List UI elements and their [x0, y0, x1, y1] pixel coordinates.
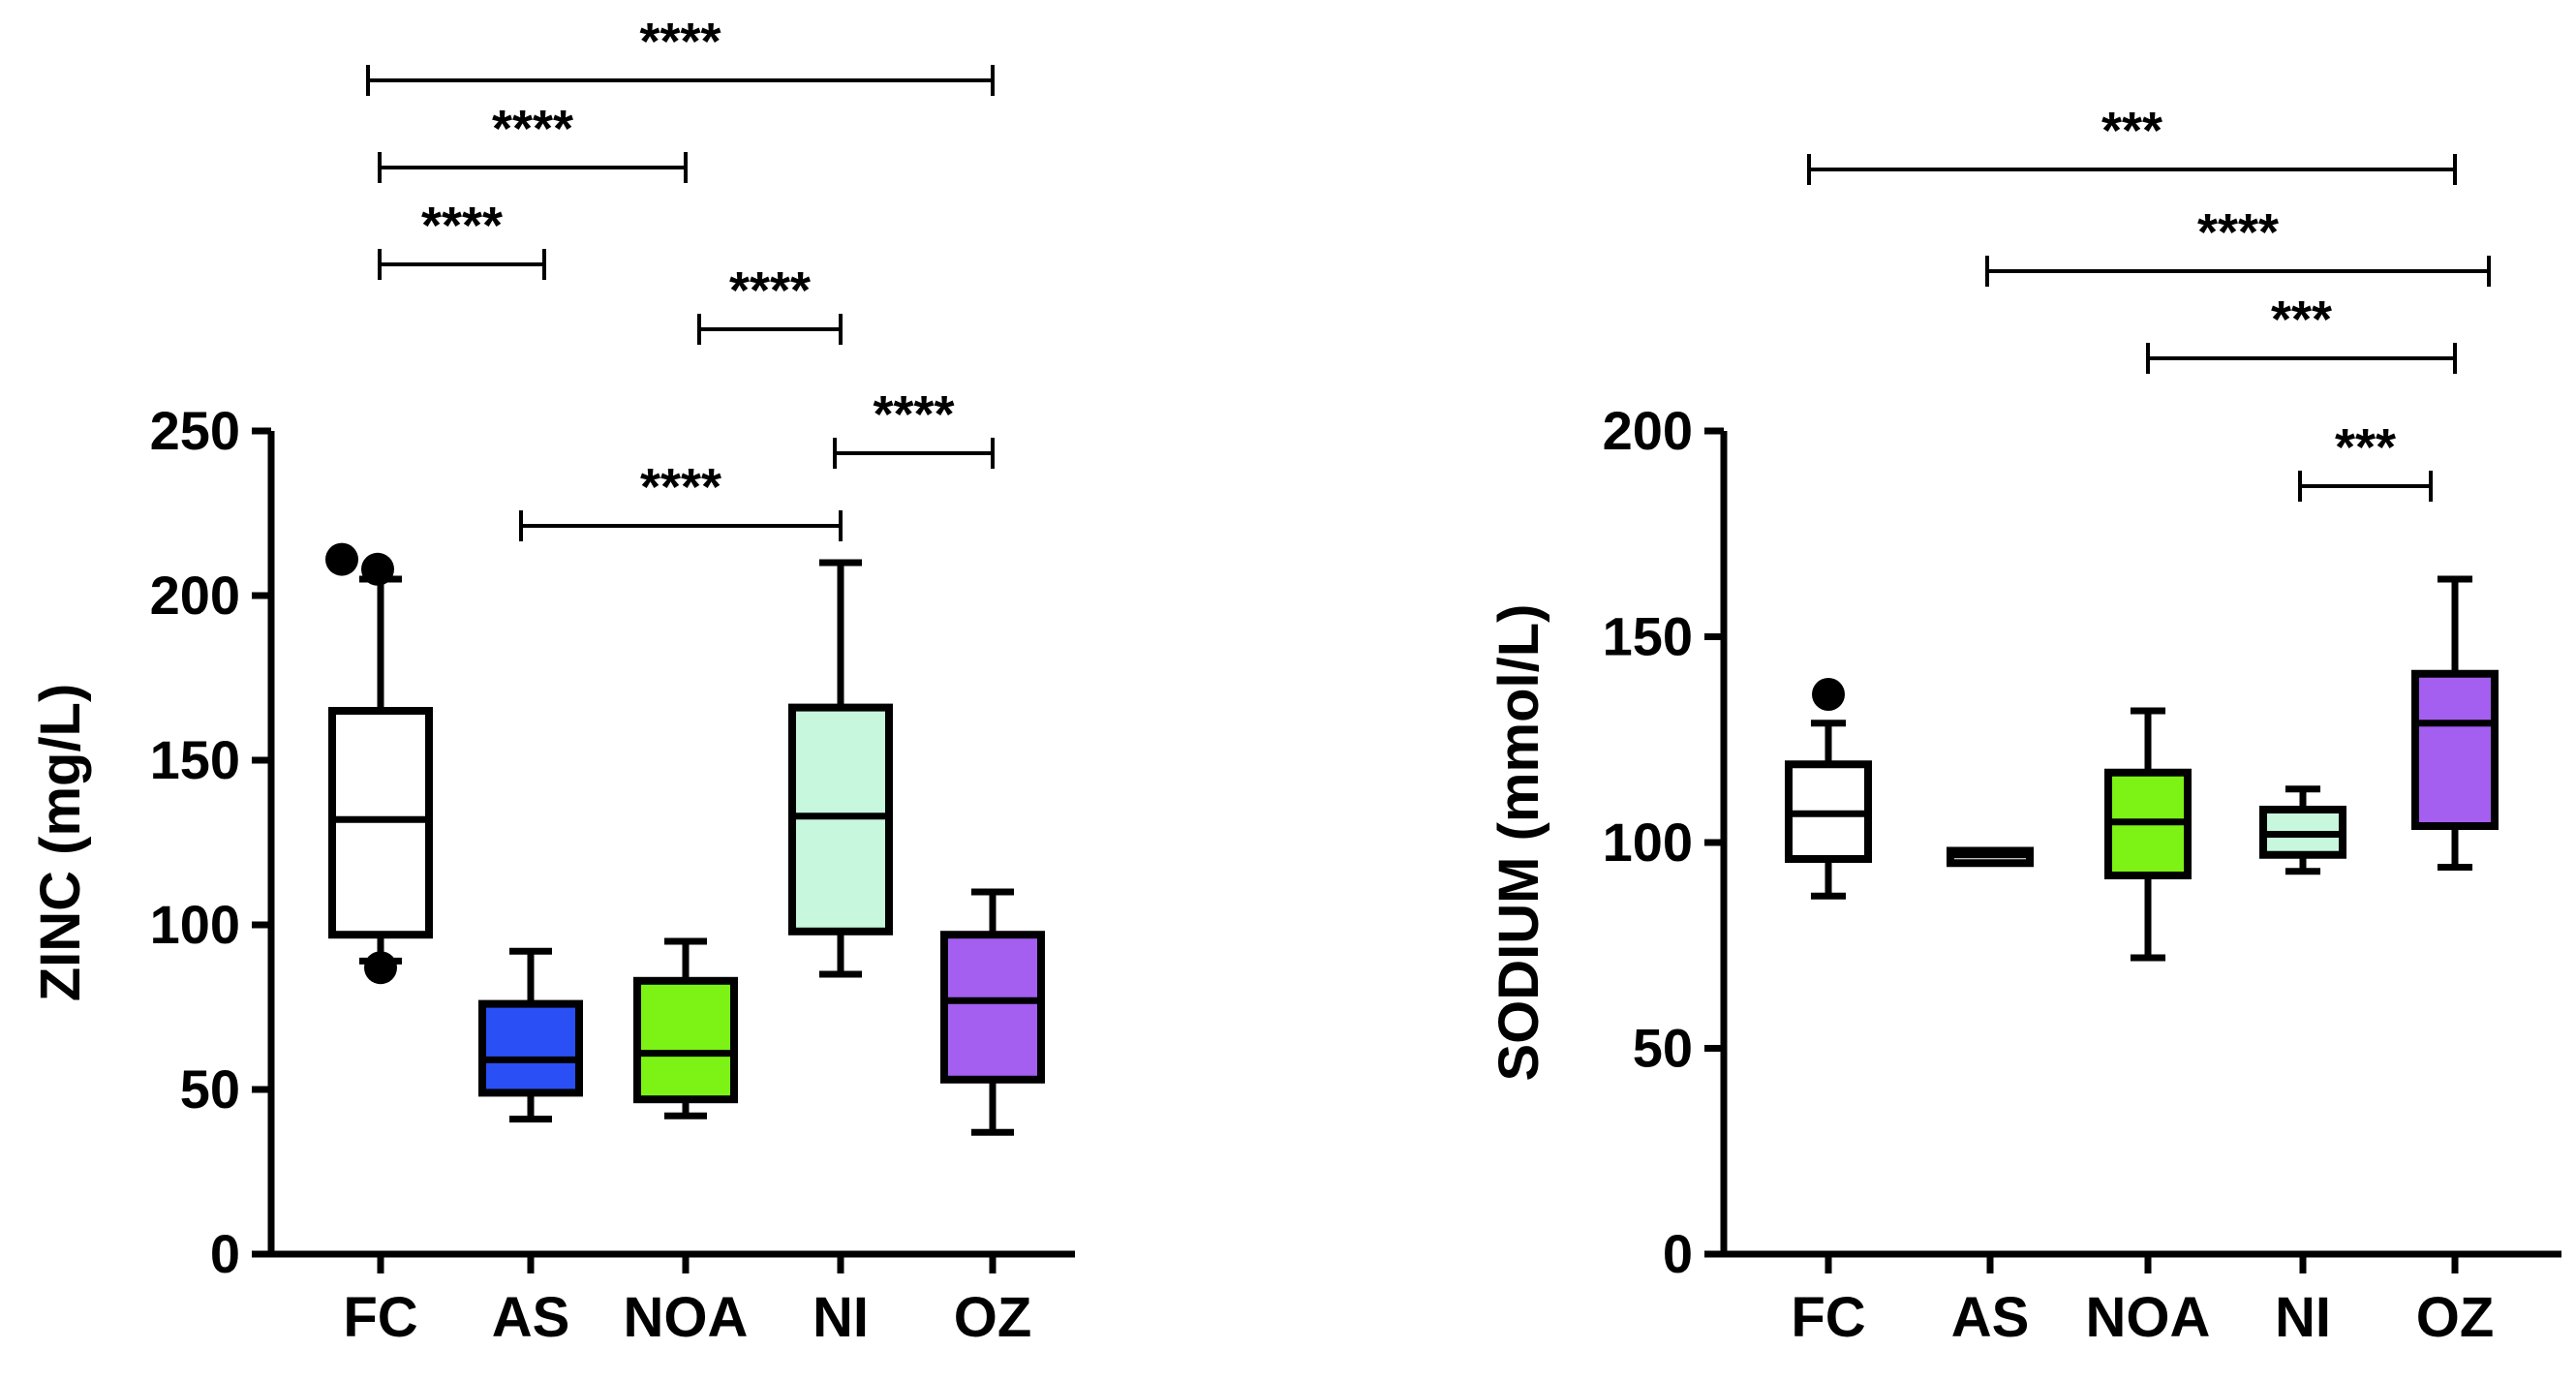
- sig-label: ****: [421, 197, 503, 255]
- sig-bracket: ****: [697, 261, 843, 345]
- x-tick-label: FC: [1791, 1286, 1865, 1349]
- sig-label: ****: [640, 458, 721, 516]
- sig-label: ****: [639, 13, 721, 71]
- outlier-point: [1812, 678, 1845, 711]
- box-NI: [788, 559, 893, 978]
- y-tick-label: 50: [180, 1058, 240, 1119]
- x-tick-label: AS: [492, 1286, 570, 1349]
- box-iqr: [940, 931, 1045, 1084]
- y-tick-label: 250: [150, 400, 240, 461]
- box-iqr: [2411, 669, 2499, 830]
- sig-bracket: ****: [1985, 203, 2491, 287]
- sig-bracket: ****: [519, 458, 843, 541]
- x-tick-label: FC: [343, 1286, 417, 1349]
- x-tick-label: NI: [813, 1286, 869, 1349]
- box-iqr: [633, 976, 738, 1104]
- box-AS: [478, 947, 583, 1123]
- sig-label: ****: [2197, 203, 2279, 261]
- y-tick-label: 100: [150, 894, 240, 955]
- y-tick-label: 0: [1663, 1223, 1693, 1284]
- y-axis-label: ZINC (mg/L): [29, 684, 92, 1002]
- box-OZ: [940, 888, 1045, 1136]
- outlier-point: [325, 542, 358, 576]
- box-NI: [2259, 785, 2346, 875]
- sig-bracket: ****: [378, 100, 688, 183]
- sig-bracket: ****: [366, 13, 995, 96]
- box-AS: [1947, 846, 2034, 868]
- x-tick-label: AS: [1951, 1286, 2030, 1349]
- chart-2: 0 50 100 150 200 SODIUM (mmol/L) FC AS NOA NI OZ **…: [1487, 102, 2561, 1349]
- sig-label: ****: [873, 385, 954, 444]
- sig-bracket: ****: [378, 197, 546, 280]
- y-tick-label: 100: [1603, 812, 1693, 873]
- y-tick-label: 200: [1603, 400, 1693, 461]
- outlier-point: [361, 552, 394, 586]
- sig-bracket: ***: [2298, 418, 2433, 502]
- sig-bracket: ***: [2146, 291, 2457, 374]
- sig-label: ****: [492, 100, 573, 158]
- chart-1: 0 50 100 150 200 250 ZINC (mg/L) FC AS NOA NI OZ ***…: [29, 13, 1075, 1349]
- x-tick-label: NOA: [2086, 1286, 2211, 1349]
- sig-label: ***: [2335, 418, 2396, 476]
- sig-label: ***: [2101, 102, 2162, 160]
- box-FC: [325, 542, 433, 985]
- y-tick-label: 200: [150, 565, 240, 626]
- y-tick-label: 150: [1603, 606, 1693, 667]
- x-tick-label: OZ: [2416, 1286, 2495, 1349]
- y-axis-label: SODIUM (mmol/L): [1487, 604, 1550, 1082]
- x-tick-label: NOA: [624, 1286, 749, 1349]
- box-FC: [1785, 678, 1872, 900]
- outlier-point: [364, 951, 397, 985]
- x-tick-label: NI: [2275, 1286, 2331, 1349]
- sig-bracket: ***: [1807, 102, 2457, 185]
- box-iqr: [478, 999, 583, 1097]
- y-tick-label: 150: [150, 729, 240, 790]
- sig-bracket: ****: [833, 385, 995, 469]
- sig-label: ***: [2271, 291, 2332, 349]
- y-tick-label: 50: [1633, 1018, 1693, 1079]
- box-NOA: [2104, 707, 2192, 962]
- sig-label: ****: [729, 261, 811, 320]
- box-OZ: [2411, 575, 2499, 871]
- y-tick-label: 0: [210, 1223, 240, 1284]
- box-NOA: [633, 937, 738, 1119]
- x-tick-label: OZ: [954, 1286, 1032, 1349]
